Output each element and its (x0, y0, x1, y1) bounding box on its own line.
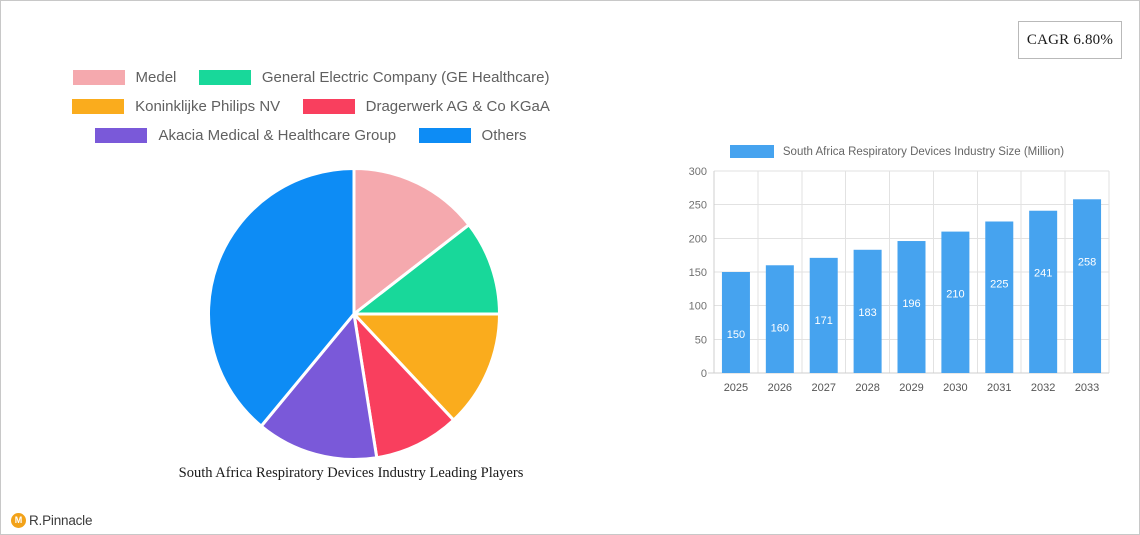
bar-legend: South Africa Respiratory Devices Industr… (677, 143, 1117, 161)
bar-chart-svg[interactable]: 0 50 100 150 200 250 300 150 160 171 183 196 210 225… (677, 161, 1117, 411)
bar-chart-panel: South Africa Respiratory Devices Industr… (677, 143, 1117, 413)
x-axis-tick-label: 2032 (1031, 382, 1055, 394)
bar[interactable] (1073, 199, 1102, 373)
pie-legend-label: Medel (135, 69, 177, 87)
x-axis-tick-label: 2027 (811, 382, 835, 394)
x-axis-tick-label: 2026 (768, 382, 792, 394)
legend-swatch-icon (72, 99, 125, 115)
y-axis-tick-label: 0 (701, 368, 707, 380)
pie-slice[interactable] (259, 312, 379, 460)
y-axis-tick-label: 150 (689, 267, 707, 279)
legend-swatch-icon (198, 70, 251, 86)
bar[interactable] (1029, 210, 1058, 373)
x-axis-tick-label: 2025 (724, 382, 748, 394)
pie-legend-label: Koninklijke Philips NV (135, 98, 281, 116)
pie-legend-item-medel[interactable]: Medel (72, 63, 177, 92)
legend-swatch-icon (729, 145, 774, 159)
bar-value-label: 171 (815, 315, 833, 327)
y-axis-tick-label: 100 (689, 301, 707, 313)
pie-legend-item-dragerwerk[interactable]: Dragerwerk AG & Co KGaA (302, 92, 550, 121)
pie-slice[interactable] (352, 312, 456, 460)
x-axis-tick-label: 2030 (943, 382, 967, 394)
legend-swatch-icon (72, 70, 125, 86)
pie-slice[interactable] (352, 312, 500, 422)
pie-chart-panel: Medel General Electric Company (GE Healt… (1, 63, 621, 493)
pie-legend: Medel General Electric Company (GE Healt… (1, 63, 621, 150)
y-axis-tick-label: 250 (689, 200, 707, 212)
bar[interactable] (941, 231, 970, 373)
x-axis-tick-label: 2028 (855, 382, 879, 394)
bar[interactable] (985, 221, 1014, 374)
pie-slice[interactable] (352, 223, 500, 316)
bar[interactable] (897, 241, 926, 373)
pinnacle-logo-icon: M (11, 512, 26, 528)
pie-legend-label: Akacia Medical & Healthcare Group (158, 127, 397, 145)
pie-legend-item-philips[interactable]: Koninklijke Philips NV (72, 92, 280, 121)
pie-slice[interactable] (208, 168, 356, 428)
bar-value-label: 196 (902, 298, 920, 310)
x-axis-tick-label: 2031 (987, 382, 1011, 394)
bar-value-label: 150 (727, 329, 745, 341)
pie-legend-row: Medel General Electric Company (GE Healt… (1, 63, 621, 92)
bar-value-label: 183 (858, 307, 876, 319)
pie-legend-row: Koninklijke Philips NV Dragerwerk AG & C… (1, 92, 621, 121)
bar-value-label: 160 (771, 322, 789, 334)
bar-value-label: 241 (1034, 268, 1052, 280)
logo-glyph: M (14, 514, 23, 525)
pie-chart[interactable] (208, 168, 500, 460)
x-axis-tick-label: 2029 (899, 382, 923, 394)
y-axis-tick-label: 50 (695, 334, 707, 346)
legend-swatch-icon (95, 128, 148, 144)
bar[interactable] (721, 272, 750, 373)
bar[interactable] (809, 257, 838, 373)
pie-legend-item-akacia[interactable]: Akacia Medical & Healthcare Group (95, 121, 396, 150)
cagr-badge-label: CAGR 6.80% (1026, 31, 1114, 48)
legend-swatch-icon (418, 128, 471, 144)
bar-value-label: 225 (990, 279, 1008, 291)
bar[interactable] (765, 265, 794, 373)
pie-legend-label: General Electric Company (GE Healthcare) (261, 69, 550, 87)
bar-legend-label: South Africa Respiratory Devices Industr… (782, 145, 1065, 158)
legend-swatch-icon (302, 99, 355, 115)
pie-chart-svg (208, 168, 500, 460)
y-axis-tick-label: 200 (689, 233, 707, 245)
bar-value-label: 210 (946, 289, 964, 301)
bar-value-label: 258 (1078, 256, 1096, 268)
bar-legend-item-industry-size[interactable]: South Africa Respiratory Devices Industr… (729, 143, 1065, 161)
pie-chart-title: South Africa Respiratory Devices Industr… (178, 465, 524, 481)
brand-name: R.Pinnacle (29, 512, 93, 528)
pie-legend-label: Dragerwerk AG & Co KGaA (365, 98, 550, 116)
bar[interactable] (853, 249, 882, 373)
pie-legend-label: Others (481, 127, 527, 145)
x-axis-tick-label: 2033 (1075, 382, 1099, 394)
brand-logo[interactable]: M R.Pinnacle (11, 510, 92, 530)
pie-legend-item-ge-healthcare[interactable]: General Electric Company (GE Healthcare) (198, 63, 550, 92)
pie-slice[interactable] (352, 168, 471, 316)
y-axis-tick-label: 300 (689, 166, 707, 178)
pie-legend-row: Akacia Medical & Healthcare Group Others (1, 121, 621, 150)
cagr-badge: CAGR 6.80% (1018, 21, 1122, 59)
pie-legend-item-others[interactable]: Others (418, 121, 527, 150)
